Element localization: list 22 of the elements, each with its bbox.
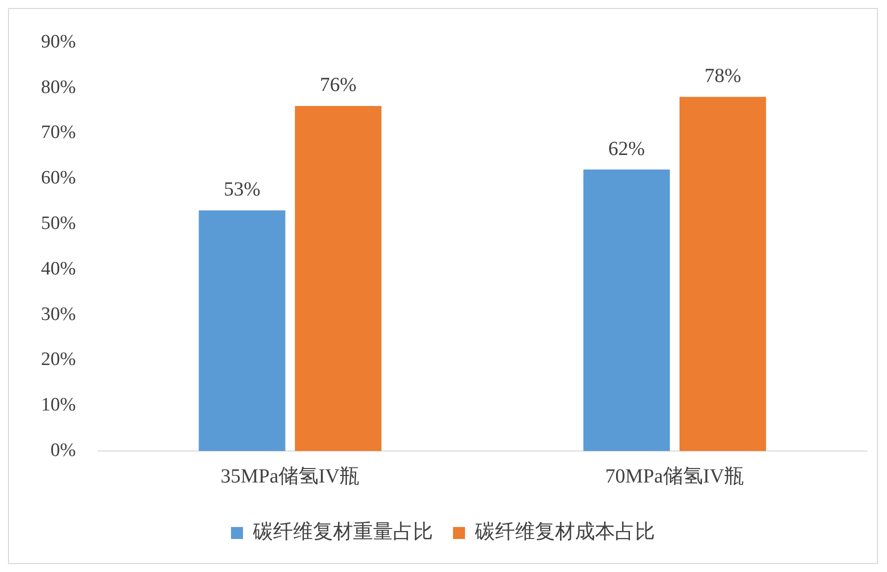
- y-tick-label: 50%: [41, 212, 76, 234]
- y-tick-label: 0%: [50, 440, 76, 461]
- data-label: 76%: [320, 74, 357, 96]
- legend-label: 碳纤维复材重量占比: [252, 519, 433, 544]
- y-tick-label: 30%: [41, 304, 76, 325]
- y-tick-label: 60%: [41, 168, 76, 189]
- data-label: 53%: [224, 178, 260, 201]
- bar: [294, 106, 382, 451]
- legend-label: 碳纤维复材成本占比: [474, 519, 655, 544]
- y-tick-label: 70%: [41, 122, 76, 144]
- y-tick-label: 90%: [41, 31, 76, 52]
- x-tick-label: 70MPa储氢IV瓶: [605, 465, 744, 488]
- y-tick-label: 10%: [41, 394, 76, 416]
- y-tick-label: 80%: [41, 76, 76, 98]
- y-tick-label: 20%: [41, 349, 76, 370]
- y-tick-label: 40%: [41, 258, 76, 280]
- bar: [680, 96, 766, 451]
- data-label: 78%: [704, 65, 742, 88]
- bar: [583, 170, 670, 451]
- x-tick-label: 35MPa储氢IV瓶: [220, 465, 360, 488]
- data-label: 62%: [608, 138, 645, 160]
- bar: [198, 210, 286, 451]
